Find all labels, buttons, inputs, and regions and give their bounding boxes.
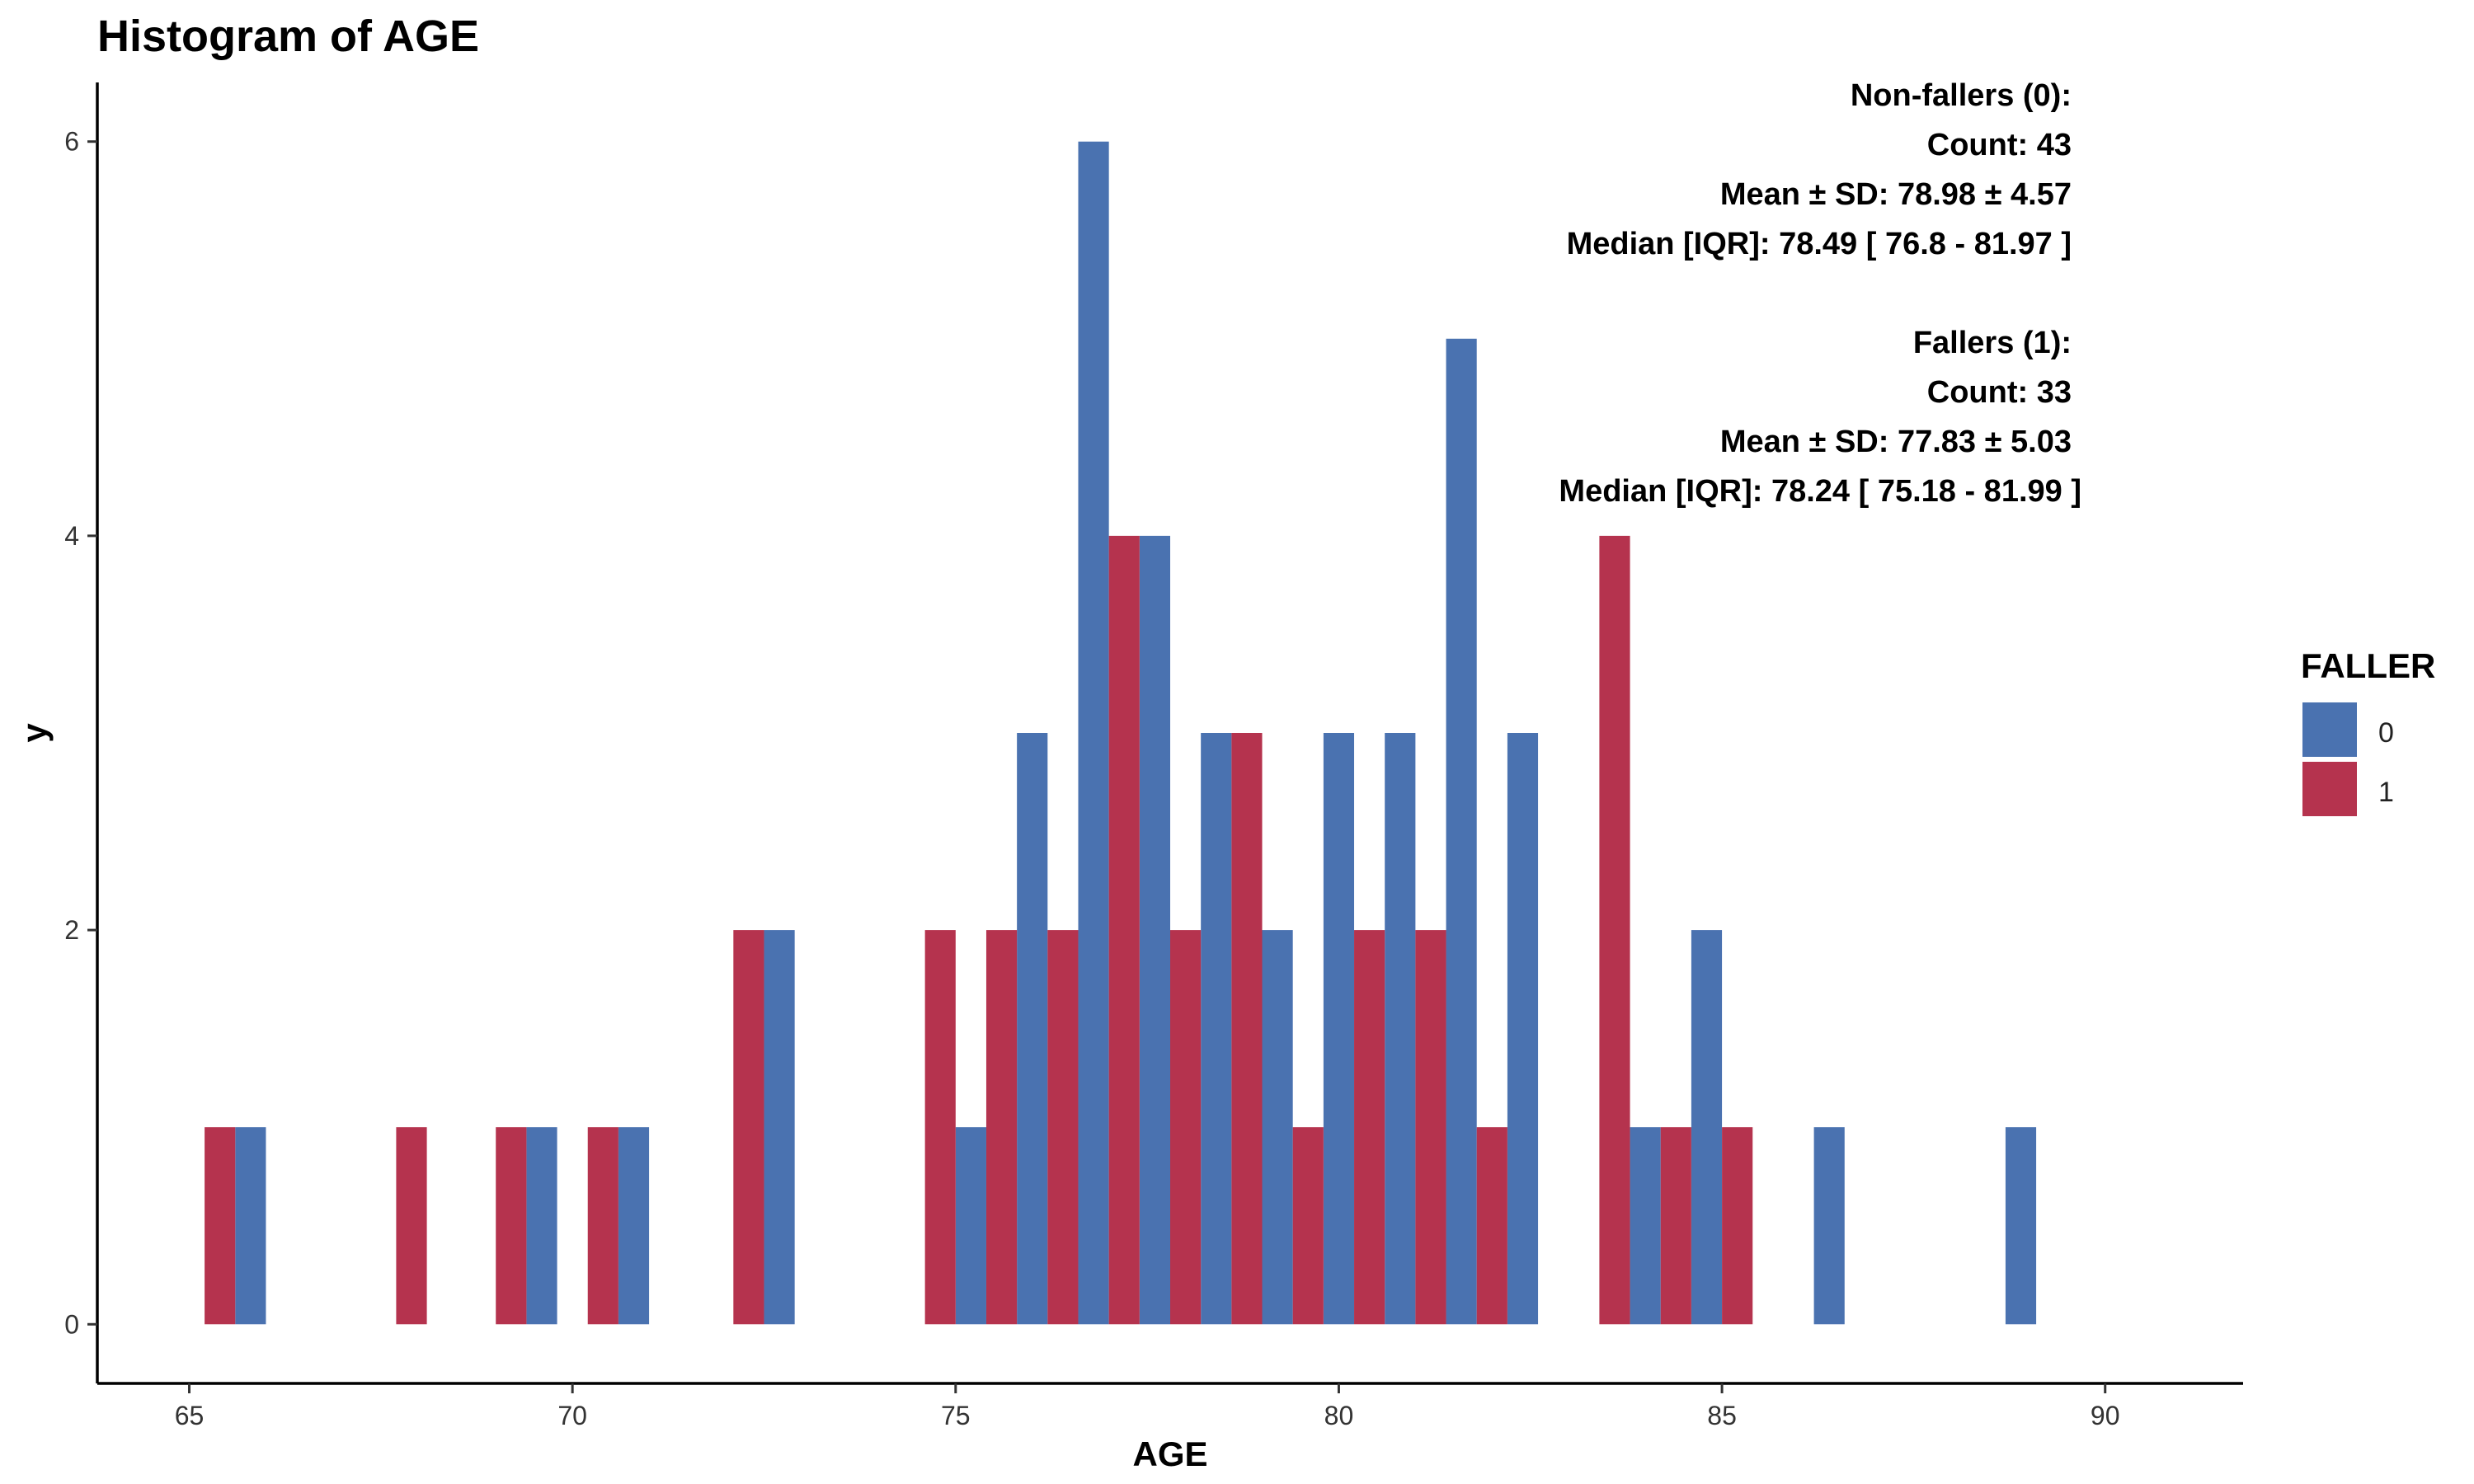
bar-faller-1-16: [1660, 1127, 1691, 1325]
bar-faller-0-3: [764, 930, 795, 1325]
y-ticks-group: 0 2 4 6: [64, 127, 97, 1339]
bar-faller-0-7: [1139, 535, 1170, 1325]
annotation-line: Count: 33: [1927, 375, 2072, 410]
legend-label-1: 1: [2378, 777, 2394, 808]
bar-faller-1-13: [1415, 930, 1446, 1325]
annotation-line: Count: 43: [1927, 128, 2072, 162]
bar-faller-1-14: [1476, 1127, 1507, 1325]
annotation-line: Non-fallers (0):: [1851, 78, 2072, 113]
y-tick-label: 4: [64, 521, 79, 551]
bar-faller-1-7: [1047, 930, 1079, 1325]
bar-faller-0-11: [1385, 733, 1416, 1325]
annotation-line: Mean ± SD: 77.83 ± 5.03: [1720, 425, 2072, 459]
bar-faller-0-1: [526, 1127, 557, 1325]
y-tick-label: 0: [64, 1309, 79, 1339]
bar-faller-1-8: [1108, 535, 1140, 1325]
annotation-line: Median [IQR]: 78.24 [ 75.18 - 81.99 ]: [1559, 474, 2081, 509]
legend-title: FALLER: [2301, 646, 2435, 685]
bar-faller-0-0: [235, 1127, 266, 1325]
annotation-line: Mean ± SD: 78.98 ± 4.57: [1720, 177, 2072, 212]
bar-faller-0-17: [2005, 1127, 2037, 1325]
bar-faller-0-15: [1691, 930, 1723, 1325]
legend-swatch-0: [2302, 702, 2357, 757]
annotation-line: Median [IQR]: 78.49 [ 76.8 - 81.97 ]: [1567, 227, 2072, 261]
x-ticks-group: 65 70 75 80 85 90: [175, 1383, 2120, 1430]
bar-faller-1-0: [205, 1127, 236, 1325]
bar-faller-1-12: [1354, 930, 1385, 1325]
x-tick-label: 90: [2091, 1401, 2120, 1430]
bar-faller-1-17: [1722, 1127, 1753, 1325]
bar-faller-0-10: [1323, 733, 1355, 1325]
bar-faller-0-6: [1078, 141, 1109, 1325]
legend-swatch-1: [2302, 762, 2357, 816]
y-tick-label: 6: [64, 127, 79, 157]
x-tick-label: 70: [557, 1401, 587, 1430]
bar-faller-0-13: [1507, 733, 1539, 1325]
bar-faller-0-5: [1017, 733, 1048, 1325]
chart-title: Histogram of AGE: [97, 12, 479, 61]
x-tick-label: 80: [1324, 1401, 1354, 1430]
legend: FALLER 0 1: [2301, 646, 2435, 816]
annotation-line: Fallers (1):: [1913, 326, 2072, 360]
bar-faller-0-8: [1201, 733, 1232, 1325]
bar-faller-0-16: [1813, 1127, 1845, 1325]
bar-faller-0-9: [1262, 930, 1293, 1325]
bar-faller-1-2: [496, 1127, 527, 1325]
x-tick-label: 65: [175, 1401, 205, 1430]
bar-faller-0-14: [1630, 1127, 1661, 1325]
bar-faller-0-12: [1446, 338, 1477, 1325]
legend-label-0: 0: [2378, 717, 2394, 749]
bar-faller-1-3: [587, 1127, 618, 1325]
x-tick-label: 85: [1707, 1401, 1737, 1430]
bars-group: [205, 141, 2037, 1325]
bar-faller-1-15: [1599, 535, 1630, 1325]
bar-faller-1-1: [396, 1127, 427, 1325]
bar-faller-1-6: [985, 930, 1018, 1325]
bar-faller-1-5: [924, 930, 956, 1325]
bar-faller-0-4: [955, 1127, 986, 1325]
x-tick-label: 75: [941, 1401, 971, 1430]
y-axis-title: y: [15, 723, 54, 743]
y-tick-label: 2: [64, 915, 79, 945]
bar-faller-1-10: [1231, 733, 1263, 1325]
bar-faller-0-2: [618, 1127, 650, 1325]
bar-faller-1-11: [1292, 1127, 1324, 1325]
bar-faller-1-4: [733, 930, 764, 1325]
bar-faller-1-9: [1170, 930, 1202, 1325]
x-axis-title: AGE: [1132, 1435, 1207, 1473]
summary-annotations: Non-fallers (0): Count: 43 Mean ± SD: 78…: [1559, 78, 2081, 509]
